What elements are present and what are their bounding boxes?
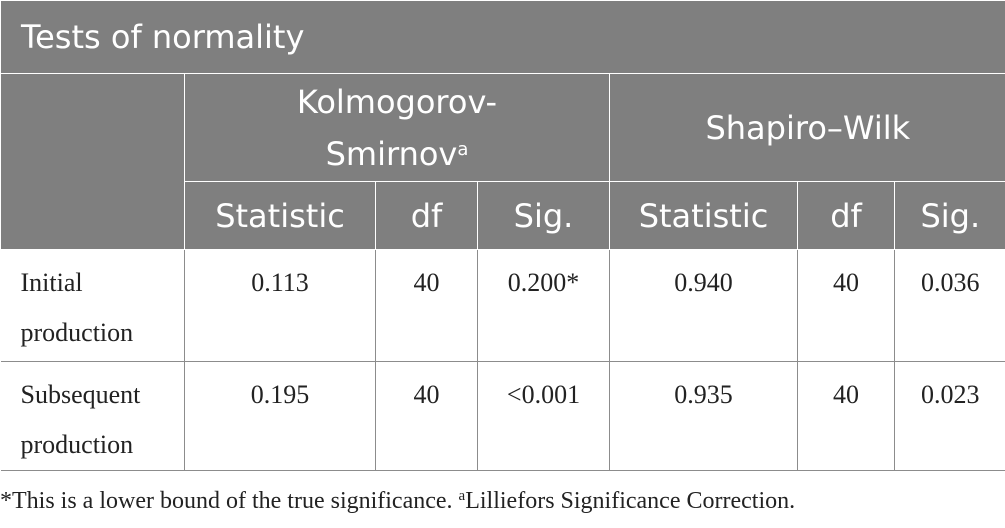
row-label-line2: production <box>20 430 134 459</box>
ks-statistic-header: Statistic <box>184 181 376 250</box>
table-cell: 0.940 <box>609 249 798 362</box>
table-cell: 0.195 <box>184 361 376 471</box>
footnote-significance: *This is a lower bound of the true signi… <box>0 488 459 514</box>
table-cell: 0.023 <box>893 361 1005 471</box>
ks-header-line1: Kolmogorov- <box>296 82 498 121</box>
row-label-line2: production <box>20 318 134 347</box>
row-label: Subsequent production <box>0 361 185 471</box>
normality-table: Tests of normality Kolmogorov- Smirnova … <box>0 0 1005 471</box>
table-cell: 0.113 <box>184 249 376 362</box>
ks-df-header: df <box>375 181 478 250</box>
table-cell: 40 <box>797 249 895 362</box>
table-row: Initial production 0.113 40 0.200* 0.940… <box>0 249 1005 362</box>
table-cell: 40 <box>797 361 895 471</box>
ks-header-line2: Smirnov <box>325 134 458 173</box>
ks-sig-header: Sig. <box>477 181 610 250</box>
table-cell: 0.935 <box>609 361 798 471</box>
sw-statistic-header: Statistic <box>609 181 798 250</box>
table-cell: 40 <box>375 361 478 471</box>
table-cell: 0.200* <box>477 249 610 362</box>
footnote-marker: a <box>458 488 466 504</box>
table-cell: <0.001 <box>477 361 610 471</box>
table-cell: 40 <box>375 249 478 362</box>
footnote-correction: Lilliefors Significance Correction. <box>465 488 796 514</box>
ks-group-header: Kolmogorov- Smirnova <box>184 73 610 182</box>
row-label-line1: Initial <box>20 268 83 297</box>
table-title: Tests of normality <box>0 0 1005 74</box>
row-label-line1: Subsequent <box>20 380 141 409</box>
sw-df-header: df <box>797 181 895 250</box>
row-label-header <box>0 73 185 250</box>
sw-sig-header: Sig. <box>893 181 1005 250</box>
row-label: Initial production <box>0 249 185 362</box>
table-cell: 0.036 <box>893 249 1005 362</box>
table-row: Subsequent production 0.195 40 <0.001 0.… <box>0 361 1005 471</box>
table-footnote: *This is a lower bound of the true signi… <box>0 488 1005 515</box>
sw-group-header: Shapiro–Wilk <box>608 73 1005 182</box>
ks-footnote-marker: a <box>457 138 469 160</box>
